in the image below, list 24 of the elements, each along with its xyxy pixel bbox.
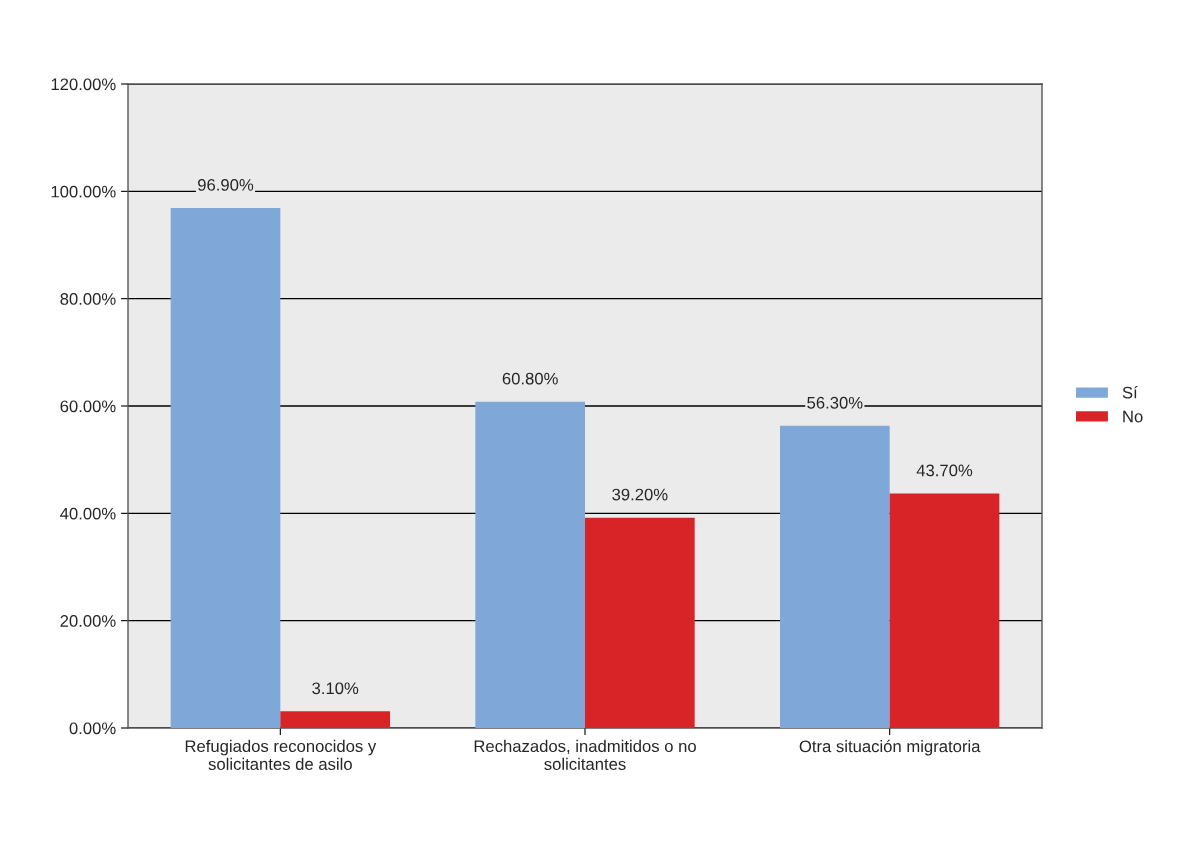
x-tick-label: Otra situación migratoria	[799, 739, 981, 756]
data-label: 56.30%	[807, 396, 863, 409]
legend-label: Sí	[1122, 386, 1138, 399]
data-label: 43.70%	[916, 464, 973, 477]
y-tick-label: 20.00%	[60, 615, 116, 627]
y-tick-label: 100.00%	[51, 185, 116, 198]
bar	[585, 517, 695, 728]
y-tick-label: 60.00%	[60, 400, 116, 413]
data-label: 3.10%	[312, 682, 359, 695]
bar	[889, 493, 1000, 728]
bar	[280, 711, 391, 728]
y-tick-label: 120.00%	[51, 78, 116, 91]
data-label: 60.80%	[502, 372, 558, 385]
data-label: 39.20%	[612, 488, 668, 501]
x-tick-label: Refugiados reconocidos y solicitantes de asilo	[185, 739, 377, 770]
legend-label: No	[1123, 410, 1143, 423]
x-tick-label: Rechazados, inadmitidos o no solicitantes	[474, 739, 696, 770]
y-tick-label: 0.00%	[69, 722, 116, 735]
y-tick-label: 80.00%	[60, 293, 116, 305]
y-tick-label: 40.00%	[60, 507, 116, 520]
bar	[475, 401, 585, 728]
data-label: 96.90%	[198, 178, 254, 191]
bar	[779, 425, 890, 728]
bar	[170, 207, 281, 728]
